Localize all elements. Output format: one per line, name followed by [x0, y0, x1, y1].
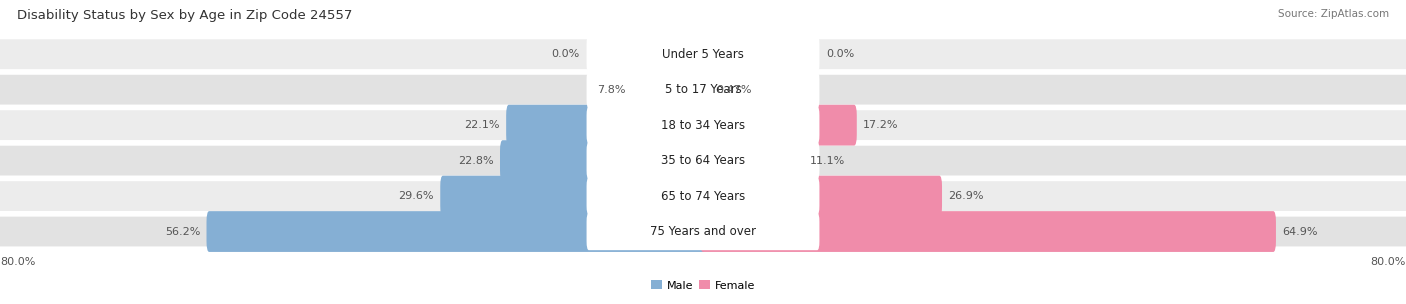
FancyBboxPatch shape	[506, 105, 706, 146]
FancyBboxPatch shape	[700, 211, 1277, 252]
FancyBboxPatch shape	[0, 217, 1406, 247]
FancyBboxPatch shape	[700, 69, 710, 110]
Text: Source: ZipAtlas.com: Source: ZipAtlas.com	[1278, 9, 1389, 19]
Text: 29.6%: 29.6%	[399, 191, 434, 201]
Text: 26.9%: 26.9%	[948, 191, 984, 201]
Text: 0.0%: 0.0%	[827, 49, 855, 59]
FancyBboxPatch shape	[207, 211, 706, 252]
FancyBboxPatch shape	[0, 146, 1406, 175]
Text: 0.47%: 0.47%	[716, 85, 751, 95]
Text: Disability Status by Sex by Age in Zip Code 24557: Disability Status by Sex by Age in Zip C…	[17, 9, 353, 22]
FancyBboxPatch shape	[700, 176, 942, 216]
Text: 18 to 34 Years: 18 to 34 Years	[661, 119, 745, 132]
Text: 17.2%: 17.2%	[863, 120, 898, 130]
FancyBboxPatch shape	[0, 181, 1406, 211]
Text: 0.0%: 0.0%	[551, 49, 581, 59]
Text: 56.2%: 56.2%	[165, 226, 201, 237]
Text: 22.1%: 22.1%	[464, 120, 501, 130]
FancyBboxPatch shape	[586, 36, 820, 73]
FancyBboxPatch shape	[586, 142, 820, 179]
Text: 22.8%: 22.8%	[458, 156, 494, 166]
FancyBboxPatch shape	[0, 110, 1406, 140]
FancyBboxPatch shape	[631, 69, 706, 110]
Text: 80.0%: 80.0%	[0, 257, 35, 267]
Legend: Male, Female: Male, Female	[651, 280, 755, 291]
FancyBboxPatch shape	[700, 140, 803, 181]
Text: 7.8%: 7.8%	[598, 85, 626, 95]
FancyBboxPatch shape	[501, 140, 706, 181]
Text: 65 to 74 Years: 65 to 74 Years	[661, 190, 745, 202]
FancyBboxPatch shape	[586, 213, 820, 250]
Text: 5 to 17 Years: 5 to 17 Years	[665, 83, 741, 96]
FancyBboxPatch shape	[586, 106, 820, 144]
FancyBboxPatch shape	[586, 71, 820, 108]
Text: 64.9%: 64.9%	[1282, 226, 1317, 237]
FancyBboxPatch shape	[700, 105, 856, 146]
FancyBboxPatch shape	[440, 176, 706, 216]
Text: 80.0%: 80.0%	[1371, 257, 1406, 267]
FancyBboxPatch shape	[586, 178, 820, 215]
Text: 11.1%: 11.1%	[810, 156, 845, 166]
FancyBboxPatch shape	[0, 75, 1406, 105]
FancyBboxPatch shape	[0, 39, 1406, 69]
Text: 35 to 64 Years: 35 to 64 Years	[661, 154, 745, 167]
Text: Under 5 Years: Under 5 Years	[662, 48, 744, 61]
Text: 75 Years and over: 75 Years and over	[650, 225, 756, 238]
